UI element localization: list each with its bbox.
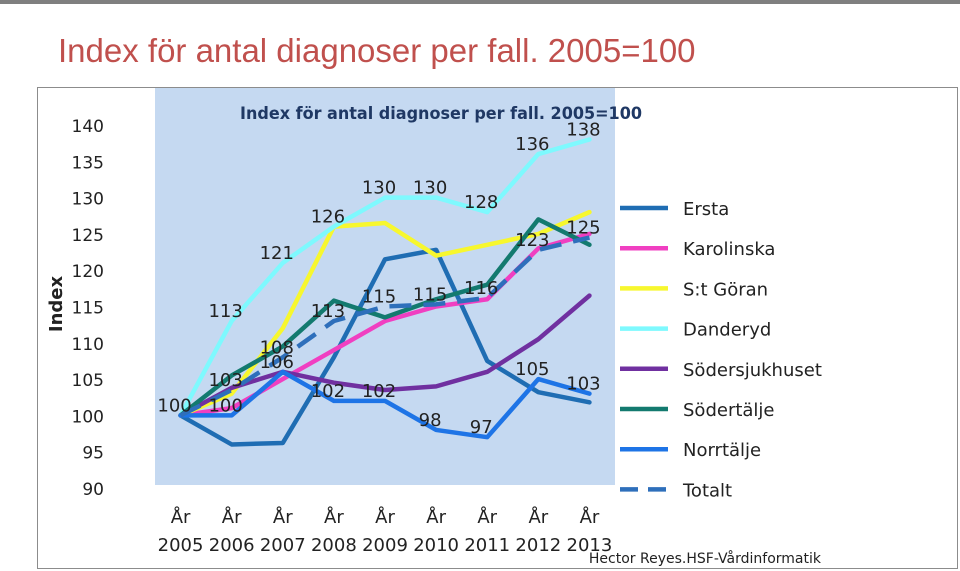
- y-tick-label: 90: [82, 480, 104, 500]
- data-label: 105: [515, 359, 549, 380]
- data-label: 130: [362, 178, 396, 199]
- y-tick-label: 130: [72, 190, 104, 210]
- series-line-norrtälje: [178, 369, 592, 440]
- y-tick-label: 110: [72, 335, 104, 355]
- y-tick-label: 125: [72, 226, 104, 246]
- y-tick-label: 135: [72, 153, 104, 173]
- line-chart: Index för antal diagnoser per fall. 2005…: [46, 88, 822, 556]
- legend-label: Södertälje: [683, 400, 775, 421]
- chart-container: Index för antal diagnoser per fall. 2005…: [37, 87, 958, 569]
- x-tick-label: År 2010: [413, 506, 459, 556]
- series-lines: [178, 137, 592, 447]
- data-label: 115: [362, 287, 396, 308]
- top-divider: [0, 0, 960, 4]
- credit-text: Hector Reyes.HSF-Vårdinformatik: [588, 551, 821, 567]
- data-label: 121: [260, 243, 294, 264]
- data-label: 103: [566, 374, 600, 395]
- data-label: 103: [208, 370, 242, 391]
- legend-label: Totalt: [682, 480, 732, 501]
- x-tick-label: År 2008: [311, 506, 357, 556]
- data-label: 106: [260, 352, 294, 373]
- slide-title: Index för antal diagnoser per fall. 2005…: [58, 32, 696, 69]
- legend-label: Ersta: [683, 199, 729, 220]
- y-tick-label: 100: [72, 407, 104, 427]
- data-label: 113: [208, 301, 242, 322]
- data-label: 102: [362, 381, 396, 402]
- data-label: 130: [413, 178, 447, 199]
- series-line-totalt: [179, 235, 590, 418]
- y-tick-label: 105: [72, 371, 104, 391]
- data-label: 128: [464, 192, 498, 213]
- data-label: 102: [311, 381, 345, 402]
- series-line-danderyd: [178, 137, 592, 418]
- y-tick-label: 95: [82, 444, 104, 464]
- y-axis-label: Index: [46, 276, 67, 333]
- series-line-ersta: [178, 247, 592, 447]
- x-tick-label: År 2009: [362, 506, 408, 556]
- legend-label: S:t Göran: [683, 279, 768, 300]
- x-tick-label: År 2013: [567, 506, 613, 556]
- data-label: 100: [208, 395, 242, 416]
- data-label: 136: [515, 134, 549, 155]
- data-label: 98: [419, 410, 442, 431]
- data-label: 97: [470, 417, 493, 438]
- x-tick-label: År 2011: [464, 506, 510, 556]
- data-label: 126: [311, 207, 345, 228]
- y-tick-label: 120: [72, 262, 104, 282]
- data-label: 123: [515, 230, 549, 251]
- data-label: 115: [413, 284, 447, 305]
- legend-label: Norrtälje: [683, 440, 761, 461]
- legend-label: Karolinska: [683, 239, 775, 260]
- x-tick-label: År 2005: [158, 506, 204, 556]
- data-label: 125: [566, 218, 600, 239]
- series-line-södertälje: [178, 217, 592, 418]
- y-axis-ticks: 90 95 100 105 110 115 120 125 130 135 140: [72, 117, 104, 500]
- series-line-södersjukhuset: [178, 293, 592, 418]
- x-tick-label: År 2006: [209, 506, 255, 556]
- x-tick-label: År 2007: [260, 506, 306, 556]
- y-tick-label: 115: [72, 299, 104, 319]
- data-label: 116: [464, 278, 498, 299]
- legend-label: Danderyd: [683, 320, 771, 341]
- legend: Ersta Karolinska S:t Göran Danderyd Södersju…: [620, 199, 822, 501]
- x-tick-label: År 2012: [515, 506, 561, 556]
- legend-label: Södersjukhuset: [683, 360, 822, 381]
- data-label: 138: [566, 120, 600, 141]
- data-label: 100: [157, 395, 191, 416]
- y-tick-label: 140: [72, 117, 104, 137]
- data-label: 113: [311, 301, 345, 322]
- data-label: 108: [260, 337, 294, 358]
- chart-title: Index för antal diagnoser per fall. 2005…: [240, 104, 642, 124]
